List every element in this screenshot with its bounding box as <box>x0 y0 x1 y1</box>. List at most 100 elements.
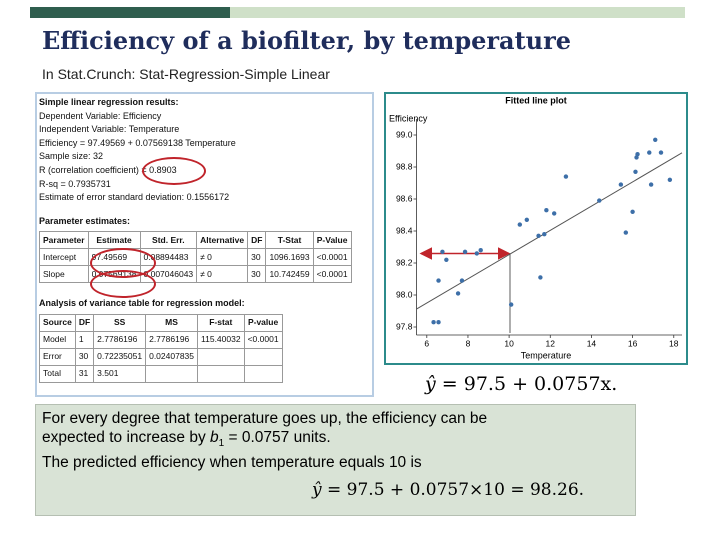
highlight-ellipse <box>142 157 206 185</box>
table-cell <box>197 347 245 366</box>
table-cell: 2.7786196 <box>93 330 147 349</box>
column-header: Source <box>39 313 76 332</box>
table-cell <box>197 364 245 383</box>
column-header: Std. Err. <box>139 231 198 250</box>
x-tick-label: 6 <box>424 338 429 348</box>
note-line: The predicted efficiency when temperatur… <box>42 454 422 472</box>
output-heading: Simple linear regression results: <box>39 97 179 107</box>
data-point <box>436 320 441 325</box>
note-subscript: 1 <box>218 438 225 450</box>
x-tick-label: 8 <box>466 338 471 348</box>
plot-frame: Fitted line plot Efficiency Temperature … <box>384 92 688 365</box>
x-axis-label: Temperature <box>521 350 572 360</box>
column-header: Estimate <box>87 231 141 250</box>
interpretation-box: For every degree that temperature goes u… <box>35 404 636 516</box>
output-line: R-sq = 0.7935731 <box>39 178 111 189</box>
data-point <box>462 249 468 254</box>
table-row: Total 31 3.501 <box>39 364 283 383</box>
note-line: For every degree that temperature goes u… <box>42 410 488 427</box>
data-point <box>597 198 602 203</box>
table-cell: ≠ 0 <box>196 265 249 284</box>
column-header: P-Value <box>312 231 352 250</box>
anova-heading: Analysis of variance table for regressio… <box>39 298 245 309</box>
data-point <box>542 232 547 237</box>
y-tick-label: 98.6 <box>396 193 413 203</box>
column-header: P-value <box>243 313 283 332</box>
output-line: Estimate of error standard deviation: 0.… <box>39 192 230 203</box>
table-cell: ≠ 0 <box>196 248 249 267</box>
data-point <box>536 233 541 238</box>
header-row: Parameter Estimate Std. Err. Alternative DF T… <box>39 231 352 250</box>
x-tick-label: 14 <box>587 338 597 348</box>
params-table: Parameter Estimate Std. Err. Alternative DF T… <box>39 231 352 284</box>
regression-equation: ŷ = 97.5 + 0.0757x. <box>425 373 617 395</box>
table-cell: 30 <box>74 347 95 366</box>
banner-accent <box>30 7 230 18</box>
table-cell: 0.02407835 <box>145 347 199 366</box>
data-point <box>667 177 673 182</box>
data-point <box>563 174 569 179</box>
banner-bar <box>30 7 685 18</box>
table-cell: Model <box>39 330 76 349</box>
note-text: = 0.0757 units. <box>224 429 331 446</box>
table-cell: Intercept <box>39 248 89 267</box>
table-row: Error 30 0.72235051 0.02407835 <box>39 347 283 366</box>
data-point <box>618 182 624 187</box>
table-cell: <0.0001 <box>243 330 283 349</box>
data-point <box>436 278 441 283</box>
table-cell: 10.742459 <box>265 265 314 284</box>
y-tick-label: 98.4 <box>396 225 413 235</box>
data-point <box>517 222 523 227</box>
column-header: MS <box>145 313 199 332</box>
table-cell <box>145 364 199 383</box>
y-tick-label: 99.0 <box>396 129 413 139</box>
column-header: T-Stat <box>265 231 314 250</box>
data-point <box>538 275 543 280</box>
column-header: F-stat <box>197 313 245 332</box>
data-point <box>635 152 640 157</box>
y-tick-label: 98.8 <box>396 161 413 171</box>
output-line: R (correlation coefficient) = 0.8903 <box>39 164 177 175</box>
highlight-ellipse <box>90 270 156 298</box>
data-point <box>431 320 436 325</box>
equation-rhs: = 97.5 + 0.0757x. <box>441 373 618 395</box>
equation-lhs: ŷ <box>425 373 436 395</box>
y-tick-label: 98.2 <box>396 257 413 267</box>
y-tick-label: 97.8 <box>396 321 413 331</box>
table-cell: 1 <box>74 330 95 349</box>
fitted-line-plot: Fitted line plot Efficiency Temperature … <box>389 95 683 360</box>
banner <box>30 7 685 18</box>
table-cell: 1096.1693 <box>265 248 314 267</box>
column-header: DF <box>247 231 267 250</box>
data-point <box>658 150 664 155</box>
table-cell <box>243 364 283 383</box>
note-symbol: b <box>210 429 219 446</box>
slide-title: Efficiency of a biofilter, by temperatur… <box>42 26 572 55</box>
table-cell: 30 <box>247 248 267 267</box>
data-point <box>630 209 635 214</box>
column-header: SS <box>93 313 147 332</box>
slide-subtitle: In Stat.Crunch: Stat-Regression-Simple L… <box>42 66 330 82</box>
data-point <box>459 278 465 283</box>
output-line: Sample size: 32 <box>39 151 104 162</box>
prediction-formula: ŷ = 97.5 + 0.0757×10 = 98.26. <box>312 480 584 500</box>
output-line: Efficiency = 97.49569 + 0.07569138 Tempe… <box>39 137 236 148</box>
table-cell: Error <box>39 347 76 366</box>
x-tick-label: 18 <box>669 338 679 348</box>
table-cell: 0.72235051 <box>93 347 147 366</box>
output-lines: Dependent Variable: Efficiency Independen… <box>39 110 372 205</box>
data-point <box>647 150 652 155</box>
data-point <box>653 137 658 142</box>
anova-table: Source DF SS MS F-stat P-value Model 1 2.7786196… <box>39 313 283 383</box>
header-row: Source DF SS MS F-stat P-value <box>39 313 283 332</box>
data-point <box>623 230 629 235</box>
column-header: Parameter <box>39 231 89 250</box>
note-line: expected to increase by b1 = 0.0757 unit… <box>42 428 629 453</box>
y-axis-label: Efficiency <box>389 113 428 123</box>
x-tick-label: 12 <box>546 338 556 348</box>
formula-lhs: ŷ <box>312 480 322 500</box>
data-point <box>474 251 480 256</box>
params-heading: Parameter estimates: <box>39 215 131 226</box>
